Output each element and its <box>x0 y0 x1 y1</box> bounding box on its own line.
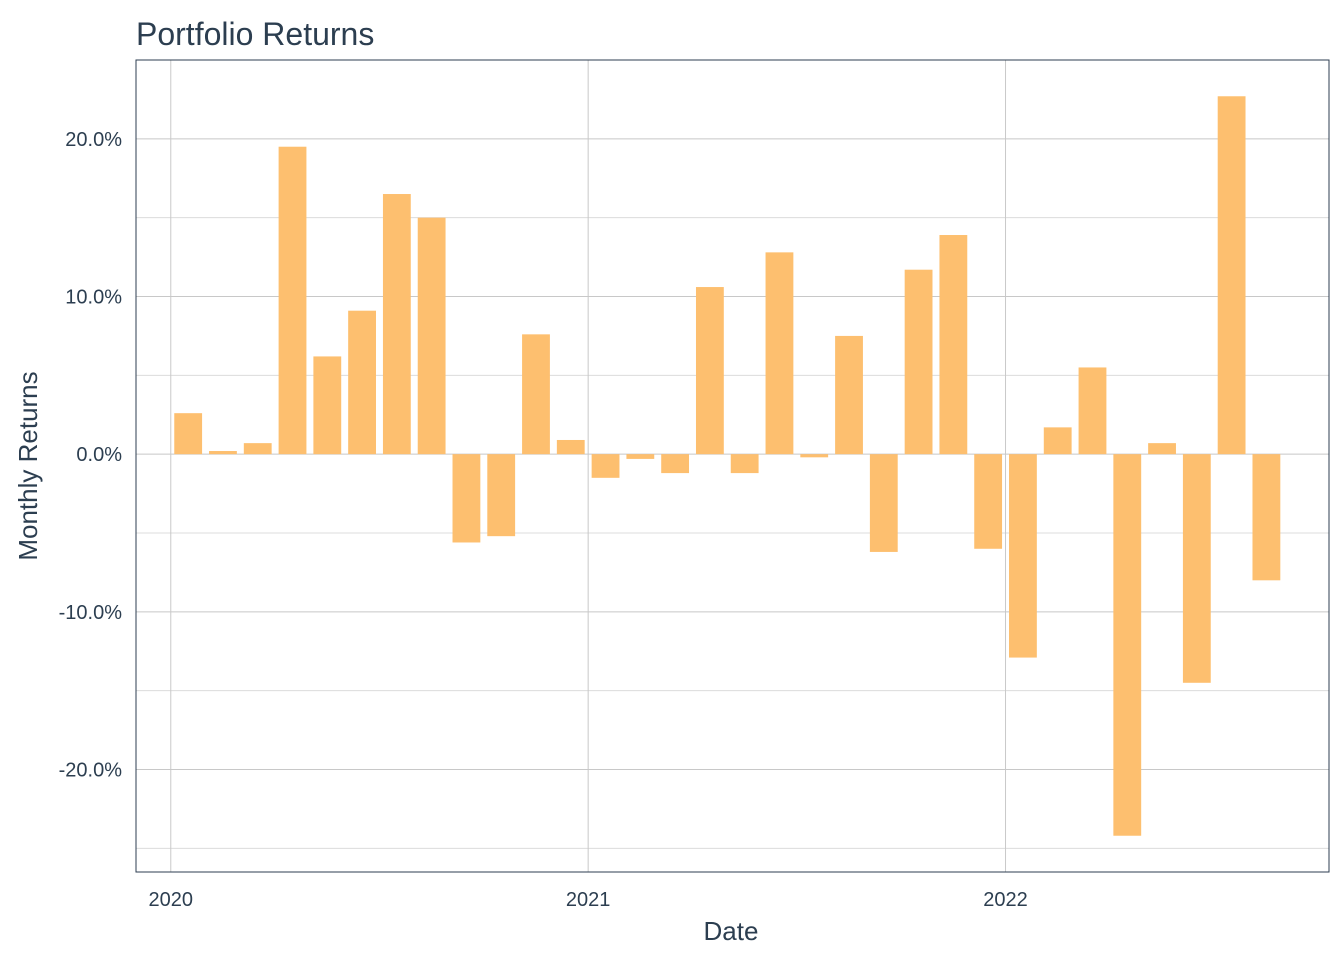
y-tick-label: -10.0% <box>59 602 123 624</box>
bar <box>695 287 724 455</box>
bar <box>661 454 690 474</box>
bar <box>1252 454 1281 581</box>
bars <box>174 96 1281 836</box>
bar <box>417 217 446 455</box>
y-tick-label: 20.0% <box>65 129 122 151</box>
bar <box>452 454 481 543</box>
y-tick-label: 10.0% <box>65 287 122 309</box>
bar <box>556 439 585 455</box>
bar <box>278 146 307 455</box>
bar <box>1113 454 1142 836</box>
bar <box>1078 367 1107 455</box>
gridlines <box>136 60 1329 872</box>
bar <box>626 454 655 459</box>
bar <box>1009 454 1037 658</box>
bar <box>348 310 376 455</box>
bar <box>1148 443 1176 455</box>
bar <box>904 269 933 455</box>
bar <box>209 451 237 455</box>
bar <box>974 454 1003 549</box>
bar <box>765 252 794 455</box>
bar <box>800 454 829 458</box>
y-tick-label: -20.0% <box>59 760 123 782</box>
y-axis-title: Monthly Returns <box>13 371 43 560</box>
x-axis-title: Date <box>704 916 759 946</box>
bar <box>1217 96 1246 455</box>
bar <box>174 413 203 455</box>
plot-panel-border <box>135 59 1330 873</box>
chart-title: Portfolio Returns <box>136 16 374 52</box>
bar <box>869 454 898 552</box>
bar <box>835 335 863 455</box>
y-axis-ticks: -20.0% -10.0% 0.0% 10.0% 20.0% <box>59 129 123 782</box>
bar <box>382 194 411 455</box>
bar <box>522 334 550 455</box>
bar <box>1182 454 1211 683</box>
bar <box>487 454 516 537</box>
x-axis-ticks: 2020 2021 2022 <box>149 889 1028 911</box>
x-tick-label: 2021 <box>566 889 611 911</box>
x-tick-label: 2020 <box>149 889 194 911</box>
bar <box>1043 427 1072 455</box>
bar <box>313 356 342 455</box>
bar <box>730 454 759 474</box>
bar <box>591 454 620 478</box>
bar <box>243 443 272 455</box>
x-tick-label: 2022 <box>983 889 1028 911</box>
bar <box>939 235 968 455</box>
y-tick-label: 0.0% <box>76 444 122 466</box>
